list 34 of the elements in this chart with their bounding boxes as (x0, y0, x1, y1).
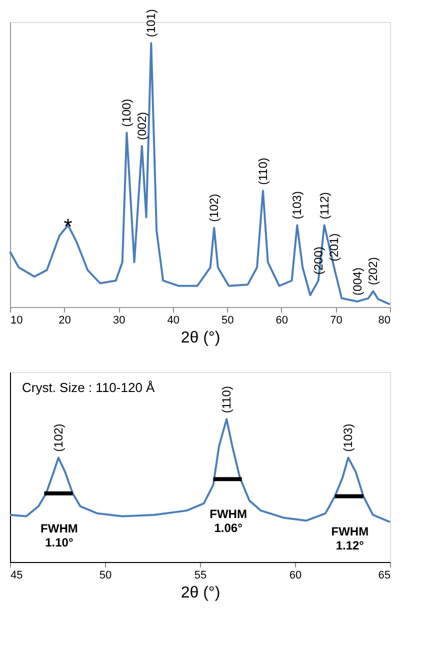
annotation: (103) (341, 424, 356, 452)
x-tick-label: 60 (276, 314, 288, 326)
annotation: (112) (317, 192, 332, 220)
annotation: (102) (51, 424, 66, 452)
annotation: (202) (366, 257, 380, 286)
annotation: (103) (290, 191, 304, 220)
x-tick-label: 20 (58, 314, 71, 326)
annotation: (004) (350, 267, 364, 296)
annotation: (201) (327, 233, 342, 262)
x-tick-label: 60 (289, 570, 302, 582)
annotation: FWHM 1.12° (331, 524, 369, 552)
annotation: * (64, 214, 73, 240)
x-tick-label: 55 (194, 570, 207, 582)
x-tick-label: 65 (378, 570, 390, 582)
x-tick-label: 10 (10, 314, 23, 326)
x-axis-title: 2θ (°) (180, 330, 220, 346)
x-tick-label: 70 (330, 314, 342, 326)
annotation: FWHM 1.06° (210, 507, 247, 536)
annotation: (102) (207, 194, 222, 222)
annotation: (110) (220, 386, 234, 414)
annotation: (110) (256, 158, 270, 185)
x-axis-title: 2θ (°) (180, 584, 220, 602)
x-tick-label: 50 (222, 314, 234, 326)
annotation: (002) (134, 112, 149, 140)
x-tick-label: 50 (99, 570, 112, 582)
annotation: (200) (311, 246, 326, 275)
x-tick-label: 40 (167, 314, 180, 326)
x-tick-label: 80 (378, 314, 390, 326)
x-tick-label: 45 (10, 570, 23, 582)
annotation: (100) (120, 98, 134, 127)
text: Cryst. Size : 110-120 Å (22, 380, 156, 395)
annotation: FWHM 1.10° (40, 521, 78, 550)
annotation: (101) (144, 9, 158, 38)
x-tick-label: 30 (112, 314, 126, 326)
